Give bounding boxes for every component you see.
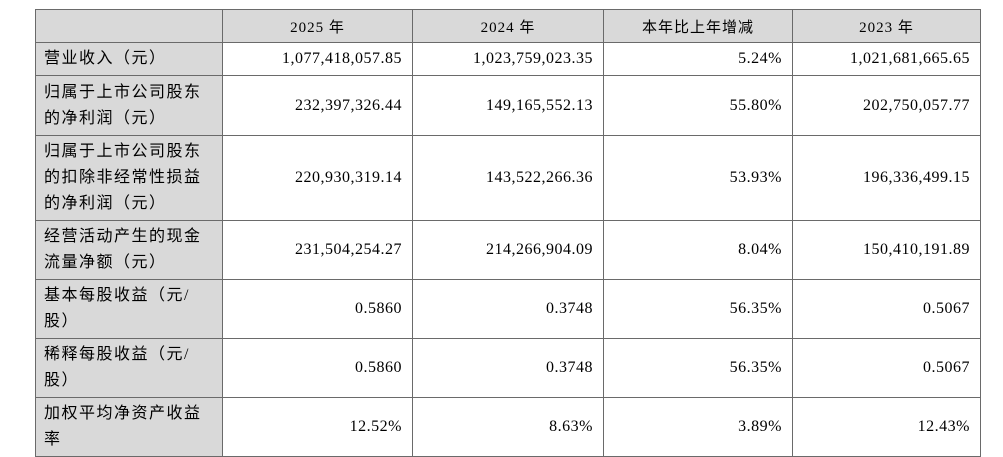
value-cell: 220,930,319.14 — [222, 135, 413, 221]
value-cell: 55.80% — [603, 75, 793, 136]
value-cell: 56.35% — [603, 279, 793, 339]
value-cell: 12.43% — [792, 397, 981, 457]
value-cell: 0.5067 — [792, 279, 981, 339]
value-cell: 232,397,326.44 — [222, 75, 413, 136]
row-label: 基本每股收益（元/股） — [35, 279, 223, 339]
value-cell: 214,266,904.09 — [412, 220, 604, 280]
value-cell: 0.3748 — [412, 279, 604, 339]
value-cell: 0.5860 — [222, 338, 413, 398]
financial-summary-section: 2025 年 2024 年本年比上年增减 2023 年 营业收入（元） 1,077,4… — [35, 9, 981, 457]
header-row: 2025 年 2024 年本年比上年增减 2023 年 — [35, 9, 981, 43]
column-header: 2023 年 — [792, 9, 981, 43]
value-cell: 8.04% — [603, 220, 793, 280]
financial-summary-table: 2025 年 2024 年本年比上年增减 2023 年 营业收入（元） 1,077,4… — [35, 9, 981, 457]
corner-header-cell — [35, 9, 223, 43]
row-label: 归属于上市公司股东的净利润（元） — [35, 75, 223, 136]
value-cell: 1,023,759,023.35 — [412, 42, 604, 76]
value-cell: 196,336,499.15 — [792, 135, 981, 221]
table-body: 营业收入（元） 1,077,418,057.85 1,023,759,023.35 5… — [35, 42, 981, 457]
value-cell: 12.52% — [222, 397, 413, 457]
table-row: 归属于上市公司股东的扣除非经常性损益的净利润（元） 220,930,319.14 1… — [35, 135, 981, 221]
value-cell: 150,410,191.89 — [792, 220, 981, 280]
value-cell: 1,077,418,057.85 — [222, 42, 413, 76]
value-cell: 231,504,254.27 — [222, 220, 413, 280]
value-cell: 143,522,266.36 — [412, 135, 604, 221]
row-label: 营业收入（元） — [35, 42, 223, 76]
value-cell: 5.24% — [603, 42, 793, 76]
value-cell: 0.5860 — [222, 279, 413, 339]
value-cell: 3.89% — [603, 397, 793, 457]
value-cell: 0.3748 — [412, 338, 604, 398]
column-header: 本年比上年增减 — [603, 9, 793, 43]
value-cell: 202,750,057.77 — [792, 75, 981, 136]
value-cell: 1,021,681,665.65 — [792, 42, 981, 76]
value-cell: 149,165,552.13 — [412, 75, 604, 136]
table-row: 归属于上市公司股东的净利润（元） 232,397,326.44 149,165,55… — [35, 75, 981, 136]
value-cell: 0.5067 — [792, 338, 981, 398]
column-header: 2025 年 — [222, 9, 413, 43]
row-label: 稀释每股收益（元/股） — [35, 338, 223, 398]
table-row: 稀释每股收益（元/股） 0.5860 0.3748 56.35% 0.5067 — [35, 338, 981, 398]
value-cell: 56.35% — [603, 338, 793, 398]
table-row: 经营活动产生的现金流量净额（元） 231,504,254.27 214,266,90… — [35, 220, 981, 280]
table-header: 2025 年 2024 年本年比上年增减 2023 年 — [35, 9, 981, 43]
value-cell: 8.63% — [412, 397, 604, 457]
column-header: 2024 年 — [412, 9, 604, 43]
row-label: 经营活动产生的现金流量净额（元） — [35, 220, 223, 280]
table-row: 营业收入（元） 1,077,418,057.85 1,023,759,023.35 5… — [35, 42, 981, 76]
row-label: 归属于上市公司股东的扣除非经常性损益的净利润（元） — [35, 135, 223, 221]
row-label: 加权平均净资产收益率 — [35, 397, 223, 457]
table-row: 基本每股收益（元/股） 0.5860 0.3748 56.35% 0.5067 — [35, 279, 981, 339]
table-row: 加权平均净资产收益率 12.52% 8.63% 3.89% 12.43% — [35, 397, 981, 457]
value-cell: 53.93% — [603, 135, 793, 221]
